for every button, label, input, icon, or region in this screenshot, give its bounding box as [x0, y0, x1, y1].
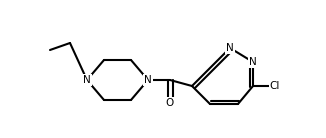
Text: Cl: Cl	[270, 81, 280, 91]
Text: N: N	[226, 43, 234, 53]
Text: O: O	[166, 98, 174, 108]
Text: N: N	[249, 57, 257, 67]
Text: N: N	[144, 75, 152, 85]
Text: N: N	[83, 75, 91, 85]
